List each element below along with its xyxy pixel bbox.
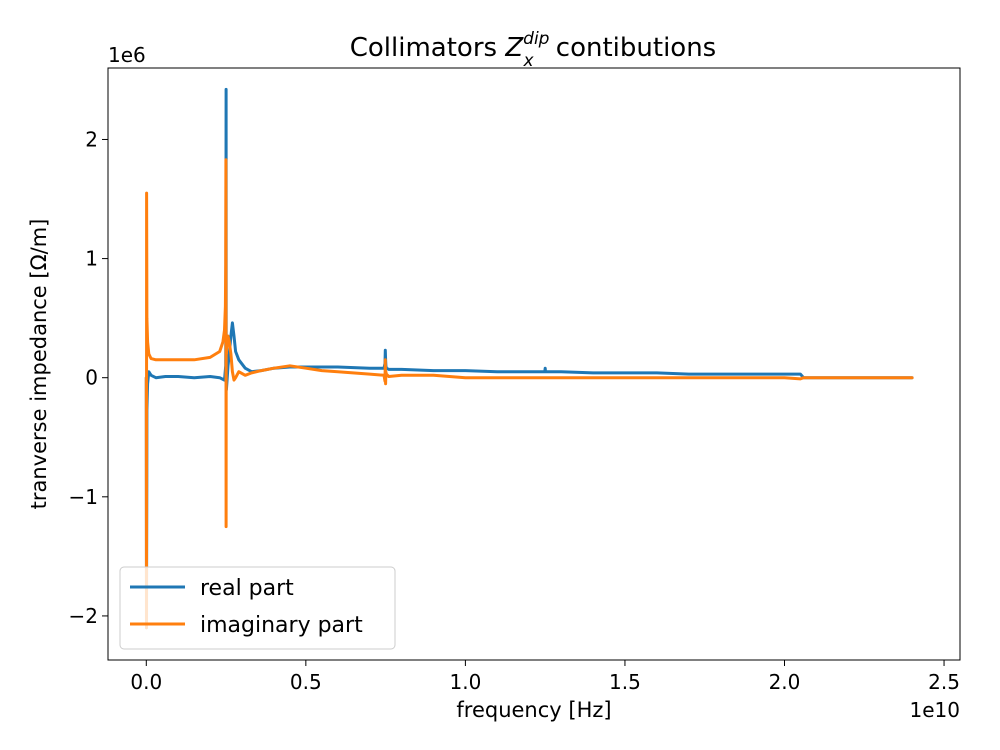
x-offset-text: 1e10 — [910, 698, 960, 722]
x-tick-label: 1.5 — [609, 670, 641, 694]
y-axis-label: tranverse impedance [Ω/m] — [27, 219, 51, 510]
title-symbol: Z — [504, 33, 524, 63]
title-prefix: Collimators — [350, 33, 506, 63]
plot-frame — [107, 67, 961, 661]
x-tick-label: 2.0 — [769, 670, 801, 694]
y-tick-label: 1 — [85, 247, 98, 271]
x-axis-ticks: 0.0 0.5 1.0 1.5 2.0 2.5 — [130, 660, 960, 694]
y-tick-label: 0 — [85, 366, 98, 390]
y-tick-label: −2 — [69, 604, 98, 628]
series-line-1 — [144, 158, 914, 630]
series-layer — [144, 87, 914, 630]
y-tick-label: −1 — [69, 485, 98, 509]
y-offset-text: 1e6 — [108, 43, 146, 67]
y-tick-label: 2 — [85, 127, 98, 151]
x-tick-label: 1.0 — [449, 670, 481, 694]
y-axis-ticks: −2 −1 0 1 2 — [69, 127, 108, 628]
x-tick-label: 0.5 — [290, 670, 322, 694]
chart-title: Collimators Zdip x contibutions — [350, 29, 716, 71]
x-tick-label: 2.5 — [928, 670, 960, 694]
title-suffix: contibutions — [548, 33, 717, 63]
legend-box — [119, 566, 396, 650]
legend-label-real: real part — [200, 576, 294, 601]
x-tick-label: 0.0 — [130, 670, 162, 694]
title-superscript: dip — [523, 29, 550, 49]
title-subscript: x — [522, 51, 534, 71]
legend: real part imaginary part — [119, 566, 396, 650]
legend-label-imaginary: imaginary part — [200, 613, 363, 638]
x-axis-label: frequency [Hz] — [456, 698, 611, 722]
